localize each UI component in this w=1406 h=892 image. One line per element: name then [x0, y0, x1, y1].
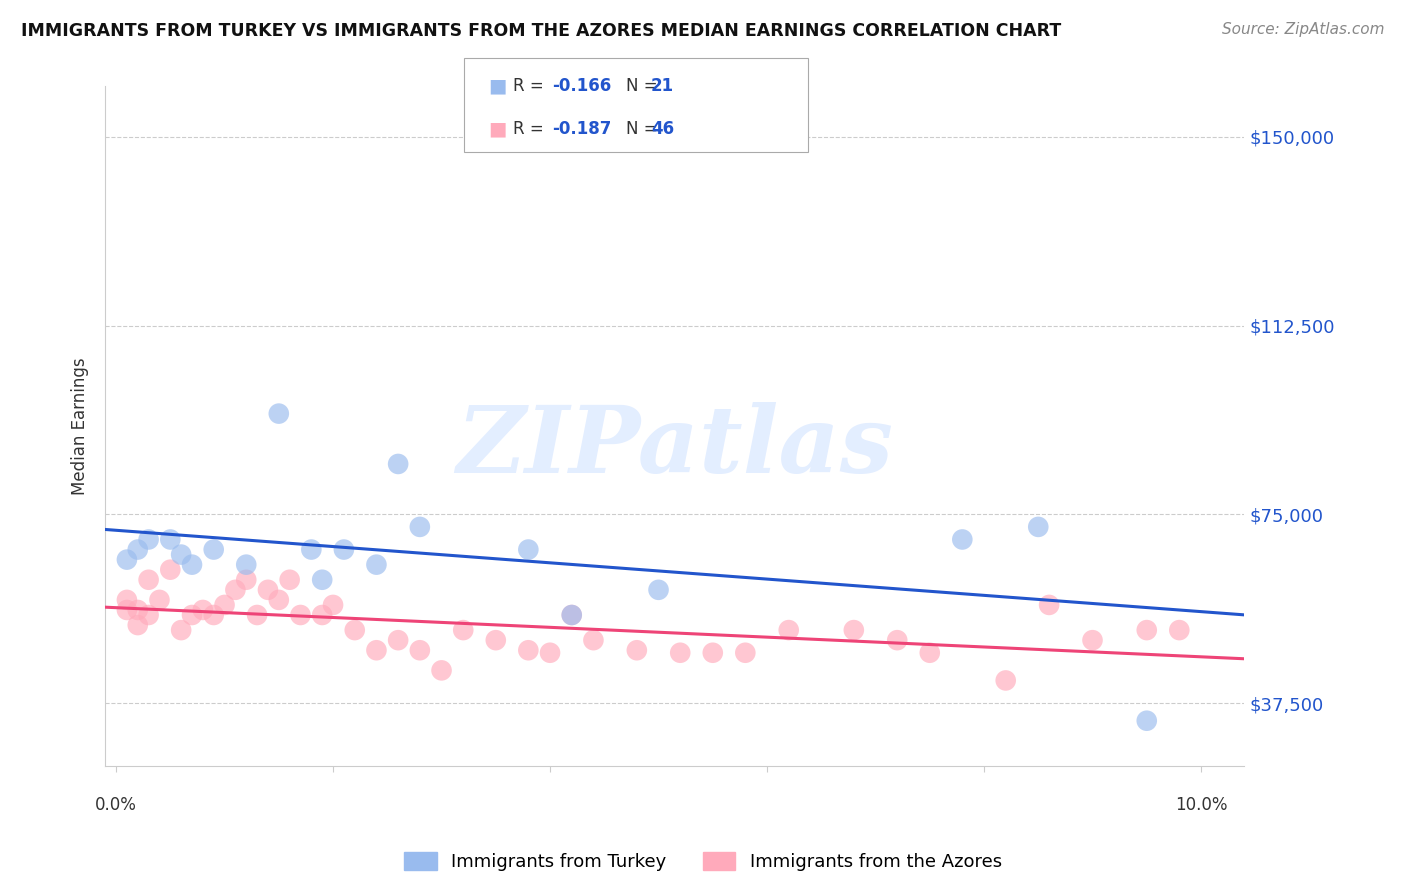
Point: [202, 607, 225, 622]
Point: [138, 533, 160, 547]
Text: -0.187: -0.187: [553, 120, 612, 137]
Point: [115, 593, 138, 607]
Point: [950, 533, 973, 547]
Point: [170, 623, 193, 637]
Text: N =: N =: [626, 120, 662, 137]
Point: [1168, 623, 1191, 637]
Point: [485, 633, 508, 648]
Point: [451, 623, 474, 637]
Point: [214, 598, 236, 612]
Point: [1136, 623, 1159, 637]
Point: [1081, 633, 1104, 648]
Text: R =: R =: [513, 78, 550, 95]
Text: ■: ■: [488, 77, 506, 95]
Point: [918, 646, 941, 660]
Point: [517, 643, 540, 657]
Point: [170, 548, 193, 562]
Point: [1026, 520, 1049, 534]
Text: N =: N =: [626, 78, 662, 95]
Point: [191, 603, 214, 617]
Point: [387, 633, 409, 648]
Text: ZIPatlas: ZIPatlas: [457, 401, 893, 491]
Point: [366, 558, 388, 572]
Point: [181, 607, 204, 622]
Text: 21: 21: [651, 78, 673, 95]
Text: ■: ■: [488, 119, 506, 138]
Point: [148, 593, 170, 607]
Point: [127, 542, 149, 557]
Point: [702, 646, 724, 660]
Point: [409, 520, 432, 534]
Point: [322, 598, 344, 612]
Point: [202, 542, 225, 557]
Point: [1136, 714, 1159, 728]
Legend: Immigrants from Turkey, Immigrants from the Azores: Immigrants from Turkey, Immigrants from …: [396, 845, 1010, 879]
Point: [267, 407, 290, 421]
Text: 46: 46: [651, 120, 673, 137]
Point: [267, 593, 290, 607]
Point: [734, 646, 756, 660]
Point: [538, 646, 561, 660]
Point: [409, 643, 432, 657]
Point: [235, 573, 257, 587]
Point: [582, 633, 605, 648]
Point: [159, 563, 181, 577]
Point: [246, 607, 269, 622]
Point: [181, 558, 204, 572]
Text: 10.0%: 10.0%: [1175, 797, 1227, 814]
Point: [138, 607, 160, 622]
Point: [138, 573, 160, 587]
Point: [517, 542, 540, 557]
Point: [311, 607, 333, 622]
Point: [127, 603, 149, 617]
Point: [159, 533, 181, 547]
Text: 0.0%: 0.0%: [96, 797, 136, 814]
Text: Source: ZipAtlas.com: Source: ZipAtlas.com: [1222, 22, 1385, 37]
Point: [647, 582, 669, 597]
Point: [669, 646, 692, 660]
Point: [842, 623, 865, 637]
Point: [561, 607, 583, 622]
Point: [224, 582, 246, 597]
Point: [778, 623, 800, 637]
Point: [333, 542, 356, 557]
Point: [561, 607, 583, 622]
Point: [290, 607, 312, 622]
Point: [886, 633, 908, 648]
Point: [366, 643, 388, 657]
Point: [626, 643, 648, 657]
Point: [311, 573, 333, 587]
Point: [127, 618, 149, 632]
Point: [115, 603, 138, 617]
Text: R =: R =: [513, 120, 550, 137]
Point: [387, 457, 409, 471]
Text: -0.166: -0.166: [553, 78, 612, 95]
Point: [257, 582, 280, 597]
Text: IMMIGRANTS FROM TURKEY VS IMMIGRANTS FROM THE AZORES MEDIAN EARNINGS CORRELATION: IMMIGRANTS FROM TURKEY VS IMMIGRANTS FRO…: [21, 22, 1062, 40]
Point: [235, 558, 257, 572]
Point: [343, 623, 366, 637]
Y-axis label: Median Earnings: Median Earnings: [72, 358, 89, 495]
Point: [278, 573, 301, 587]
Point: [115, 552, 138, 566]
Point: [430, 664, 453, 678]
Point: [994, 673, 1017, 688]
Point: [299, 542, 322, 557]
Point: [1038, 598, 1060, 612]
